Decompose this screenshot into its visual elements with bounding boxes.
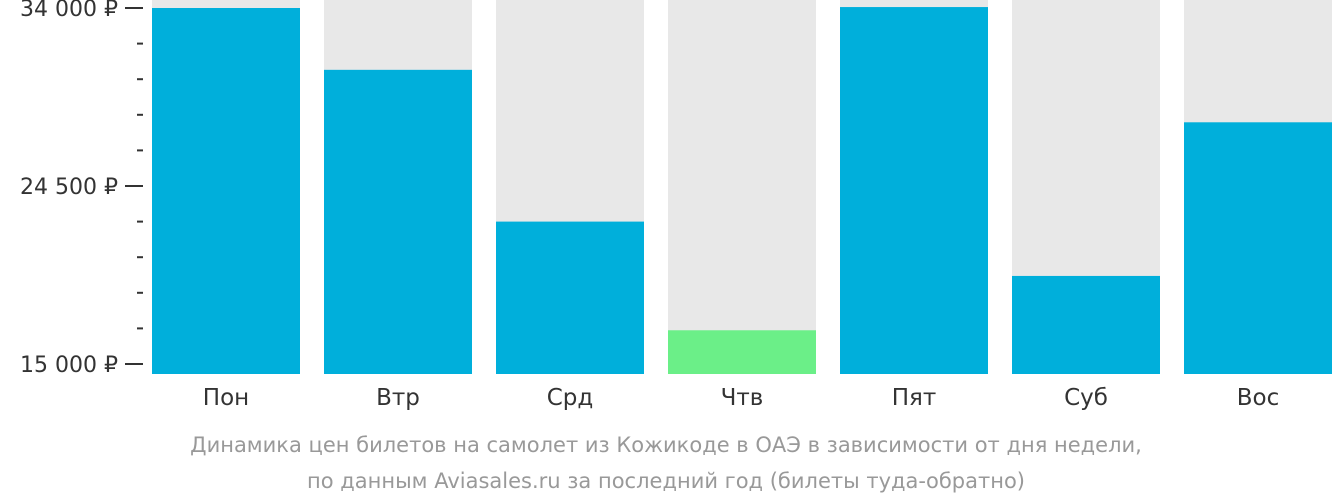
x-tick-label-5: Суб	[1064, 385, 1108, 411]
bar-1	[324, 69, 472, 375]
bar-0	[152, 8, 300, 374]
x-tick-label-3: Чтв	[721, 385, 764, 411]
bars	[152, 7, 1332, 375]
bar-6	[1184, 122, 1332, 374]
y-axis: 15 000 ₽ 24 500 ₽ 34 000 ₽	[20, 0, 143, 378]
bar-3	[668, 330, 816, 374]
x-tick-label-4: Пят	[892, 385, 937, 411]
bar-5	[1012, 275, 1160, 374]
chart-caption-line-1: Динамика цен билетов на самолет из Кожик…	[190, 433, 1142, 457]
y-tick-label-0: 15 000 ₽	[20, 353, 118, 378]
x-tick-label-1: Втр	[376, 385, 420, 411]
x-tick-label-0: Пон	[203, 385, 249, 411]
bar-track-3	[668, 0, 816, 374]
chart-caption-line-2: по данным Aviasales.ru за последний год …	[307, 469, 1025, 493]
y-tick-label-1: 24 500 ₽	[20, 175, 118, 200]
bar-4	[840, 7, 988, 374]
x-axis-labels: Пон Втр Срд Чтв Пят Суб Вос	[203, 385, 1279, 411]
y-tick-label-2: 34 000 ₽	[20, 0, 118, 22]
x-tick-label-2: Срд	[547, 385, 594, 411]
x-tick-label-6: Вос	[1237, 385, 1280, 411]
bar-2	[496, 221, 644, 374]
